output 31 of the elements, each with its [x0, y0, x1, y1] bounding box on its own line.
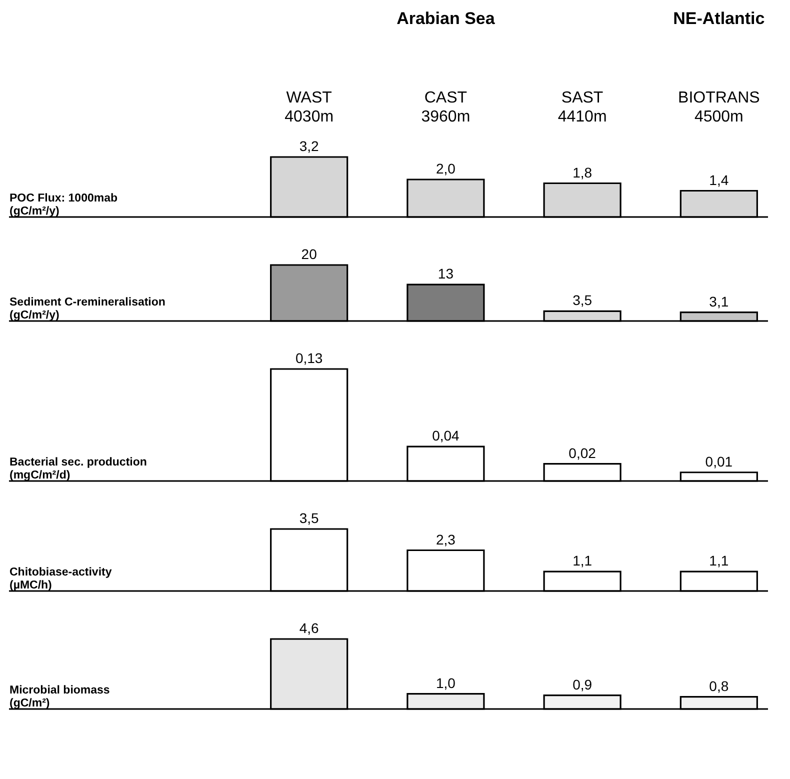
data-label: 1,0 [436, 674, 456, 691]
data-label: 0,02 [568, 444, 596, 461]
y-axis-title: Sediment C-remineralisation (gC/m²/y) [10, 296, 166, 322]
data-label: 1,1 [709, 552, 729, 569]
x-tick-label: SAST 4410m [558, 90, 607, 126]
data-label: 3,5 [572, 292, 592, 308]
x-tick-label: WAST 4030m [284, 90, 334, 126]
y-axis-title: Bacterial sec. production (mgC/m²/d) [10, 456, 147, 482]
text: NE-Atlantic [673, 9, 765, 28]
data-label: 4,6 [299, 620, 320, 636]
data-label: 1,8 [572, 164, 592, 180]
y-axis-title: Microbial biomass (gC/m²) [10, 684, 110, 710]
data-label: 1,1 [572, 552, 592, 569]
data-label: 2,3 [436, 531, 456, 548]
data-label: 1,4 [709, 172, 729, 188]
data-label: 0,04 [432, 428, 460, 444]
y-axis-title: POC Flux: 1000mab (gC/m²/y) [10, 192, 118, 218]
data-label: 0,9 [572, 676, 592, 692]
data-label: 20 [301, 246, 318, 262]
data-label: 13 [438, 266, 454, 282]
data-label: 3,1 [709, 293, 729, 310]
x-tick-label: CAST 3960m [421, 90, 470, 126]
text: Arabian Sea [396, 9, 496, 28]
data-label: 0,13 [295, 350, 323, 366]
data-label: 3,5 [299, 510, 320, 526]
data-label: 2,0 [436, 160, 456, 176]
data-label: 3,2 [299, 138, 320, 154]
data-label: 0,8 [709, 678, 729, 694]
x-tick-label: BIOTRANS 4500m [678, 90, 760, 126]
y-axis-title: Chitobiase-activity (µMC/h) [10, 566, 112, 592]
data-label: 0,01 [705, 453, 733, 470]
